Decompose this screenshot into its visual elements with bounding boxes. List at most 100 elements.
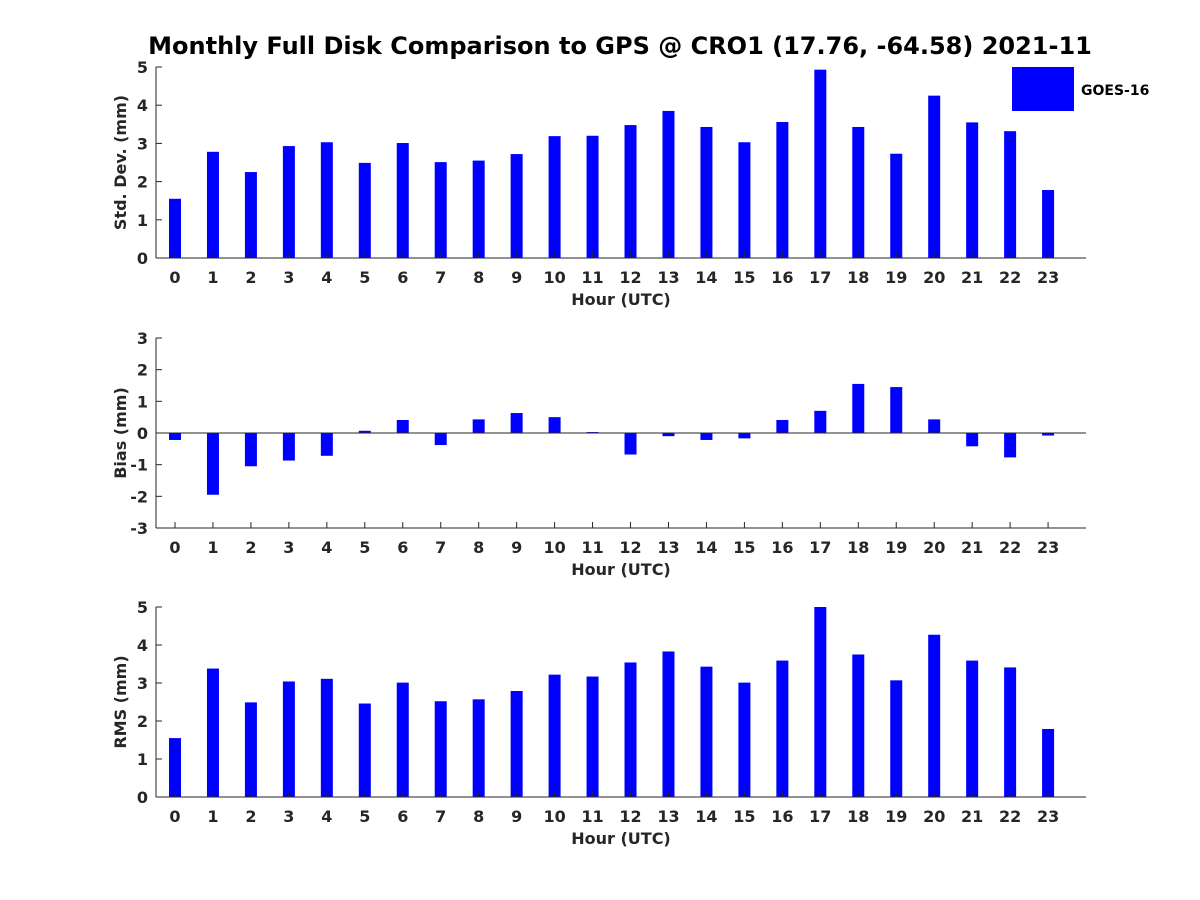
bar-hour-5 — [358, 703, 371, 797]
x-tick-label: 1 — [207, 538, 218, 557]
y-tick-label: 3 — [137, 674, 148, 693]
bar-hour-0 — [169, 198, 181, 258]
bar-hour-10 — [548, 417, 561, 433]
x-tick-label: 13 — [657, 538, 679, 557]
x-tick-label: 7 — [435, 807, 446, 826]
x-tick-label: 19 — [885, 268, 907, 287]
legend-swatch — [1012, 67, 1074, 111]
x-tick-label: 23 — [1037, 268, 1059, 287]
x-tick-label: 16 — [771, 268, 793, 287]
y-axis-label: Bias (mm) — [111, 387, 130, 479]
bar-hour-11 — [586, 135, 599, 258]
x-tick-label: 23 — [1037, 807, 1059, 826]
x-tick-label: 4 — [321, 268, 332, 287]
y-tick-label: 1 — [137, 392, 148, 411]
figure-title: Monthly Full Disk Comparison to GPS @ CR… — [148, 32, 1092, 60]
bar-hour-6 — [396, 420, 409, 433]
x-tick-label: 20 — [923, 268, 945, 287]
bar-hour-21 — [966, 122, 979, 258]
bar-hour-9 — [510, 690, 523, 797]
y-tick-label: 4 — [137, 636, 148, 655]
bar-hour-9 — [510, 154, 523, 258]
bar-hour-16 — [776, 122, 789, 259]
x-tick-label: 17 — [809, 538, 831, 557]
bar-hour-2 — [244, 433, 257, 467]
bar-hour-17 — [814, 69, 827, 258]
bar-hour-12 — [624, 662, 637, 797]
bar-hour-12 — [624, 125, 637, 259]
bar-hour-18 — [852, 654, 865, 797]
x-axis-label: Hour (UTC) — [571, 560, 671, 579]
bar-hour-23 — [1042, 433, 1055, 436]
bar-hour-4 — [320, 433, 333, 456]
bar-hour-0 — [169, 433, 181, 440]
x-tick-label: 13 — [657, 807, 679, 826]
bar-hour-20 — [928, 95, 941, 259]
bar-hour-9 — [510, 413, 523, 433]
bar-hour-0 — [169, 738, 181, 797]
y-tick-label: 2 — [137, 361, 148, 380]
y-tick-label: 1 — [137, 211, 148, 230]
bar-hour-3 — [282, 146, 295, 258]
bar-hour-4 — [320, 142, 333, 258]
x-tick-label: 12 — [619, 268, 641, 287]
x-tick-label: 0 — [169, 807, 180, 826]
bar-hour-16 — [776, 660, 789, 797]
y-tick-label: 3 — [137, 329, 148, 348]
bar-hour-17 — [814, 607, 827, 797]
bar-hour-7 — [434, 433, 447, 446]
bar-hour-22 — [1004, 433, 1017, 458]
x-tick-label: 21 — [961, 538, 983, 557]
x-tick-label: 2 — [245, 538, 256, 557]
legend: GOES-16 — [1012, 67, 1149, 111]
x-tick-label: 17 — [809, 807, 831, 826]
x-tick-label: 9 — [511, 268, 522, 287]
bar-hour-1 — [206, 151, 219, 258]
x-tick-label: 8 — [473, 538, 484, 557]
bar-hour-13 — [662, 110, 675, 259]
bar-hour-8 — [472, 699, 485, 797]
x-tick-label: 1 — [207, 268, 218, 287]
bar-hour-10 — [548, 136, 561, 258]
x-tick-label: 1 — [207, 807, 218, 826]
x-tick-label: 3 — [283, 538, 294, 557]
bar-hour-10 — [548, 674, 561, 797]
y-tick-label: -1 — [130, 456, 148, 475]
bar-hour-15 — [738, 682, 751, 797]
x-tick-label: 20 — [923, 538, 945, 557]
x-tick-label: 15 — [733, 538, 755, 557]
bar-hour-13 — [662, 651, 675, 797]
y-tick-label: 2 — [137, 712, 148, 731]
bar-hour-6 — [396, 143, 409, 258]
x-tick-label: 9 — [511, 538, 522, 557]
x-tick-label: 22 — [999, 538, 1021, 557]
x-tick-label: 11 — [581, 807, 603, 826]
x-tick-label: 9 — [511, 807, 522, 826]
x-tick-label: 18 — [847, 807, 869, 826]
x-tick-label: 19 — [885, 538, 907, 557]
y-tick-label: 0 — [137, 788, 148, 807]
x-tick-label: 7 — [435, 538, 446, 557]
bar-hour-8 — [472, 160, 485, 258]
y-axis-label: Std. Dev. (mm) — [111, 95, 130, 230]
bar-hour-20 — [928, 634, 941, 797]
x-tick-label: 22 — [999, 268, 1021, 287]
bar-hour-18 — [852, 383, 865, 433]
bar-hour-3 — [282, 433, 295, 461]
x-tick-label: 14 — [695, 807, 717, 826]
x-axis-label: Hour (UTC) — [571, 829, 671, 848]
x-tick-label: 23 — [1037, 538, 1059, 557]
bar-hour-23 — [1042, 190, 1055, 258]
bar-hour-1 — [206, 433, 219, 495]
x-tick-label: 15 — [733, 268, 755, 287]
x-tick-label: 14 — [695, 538, 717, 557]
x-tick-label: 11 — [581, 538, 603, 557]
bar-hour-17 — [814, 410, 827, 433]
bar-hour-14 — [700, 126, 713, 258]
x-tick-label: 10 — [543, 268, 565, 287]
x-tick-label: 3 — [283, 807, 294, 826]
x-tick-label: 20 — [923, 807, 945, 826]
bar-hour-2 — [244, 702, 257, 797]
